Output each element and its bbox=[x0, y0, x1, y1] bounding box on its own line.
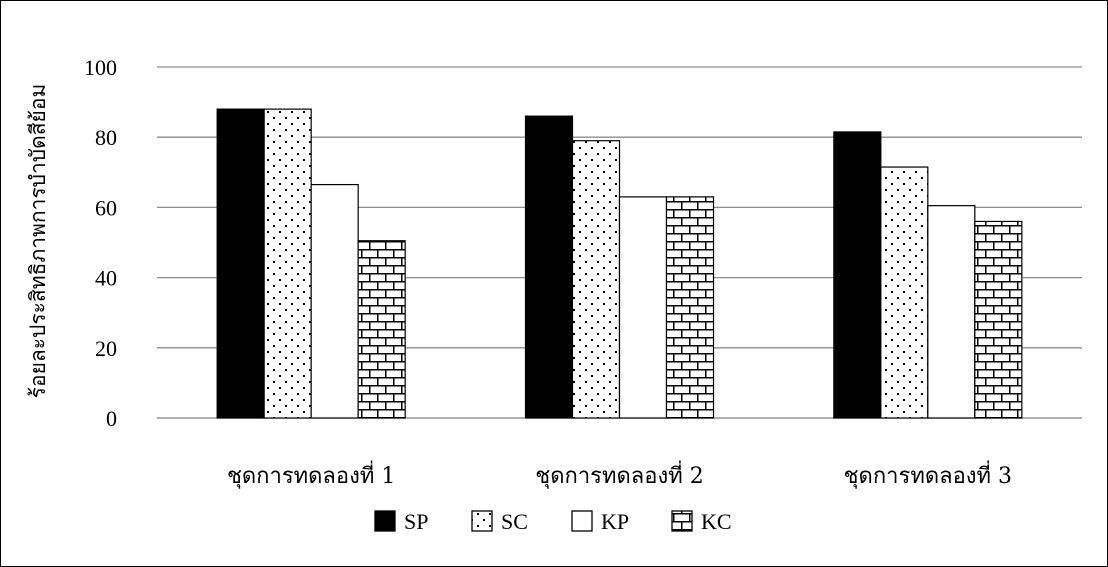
x-category-label: ชุดการทดลองที่ 1 bbox=[227, 460, 395, 489]
bars bbox=[216, 108, 1023, 419]
bar-sp-1 bbox=[216, 108, 265, 419]
legend-label-kp: KP bbox=[601, 509, 629, 534]
x-category-label: ชุดการทดลองที่ 3 bbox=[844, 460, 1012, 489]
legend-label-kc: KC bbox=[701, 509, 732, 534]
bar-sc-3 bbox=[880, 166, 929, 419]
legend: SP SC KP KC bbox=[374, 509, 732, 534]
legend-label-sp: SP bbox=[404, 509, 428, 534]
legend-label-sc: SC bbox=[501, 509, 528, 534]
y-axis-title: ร้อยละประสิทธิภาพการบำบัดสีย้อม bbox=[26, 84, 50, 399]
bar-kc-2 bbox=[665, 196, 715, 419]
y-tick-label: 20 bbox=[95, 336, 117, 361]
legend-swatch-kc bbox=[671, 510, 693, 532]
bar-kp-3 bbox=[927, 205, 976, 419]
bar-kc-3 bbox=[974, 220, 1023, 419]
bar-sc-1 bbox=[263, 108, 312, 419]
bar-sp-3 bbox=[833, 131, 882, 419]
legend-swatch-kp bbox=[571, 510, 593, 532]
y-axis-ticks: 0 20 40 60 80 100 bbox=[84, 55, 117, 431]
bar-sp-2 bbox=[524, 115, 574, 419]
bar-sc-2 bbox=[571, 140, 621, 419]
y-tick-label: 60 bbox=[95, 195, 117, 220]
y-tick-label: 0 bbox=[106, 406, 117, 431]
x-axis-categories: ชุดการทดลองที่ 1 ชุดการทดลองที่ 2 ชุดการทด… bbox=[227, 460, 1012, 489]
bar-kc-1 bbox=[357, 240, 406, 419]
y-tick-label: 40 bbox=[95, 266, 117, 291]
bar-kp-2 bbox=[618, 196, 668, 419]
x-category-label: ชุดการทดลองที่ 2 bbox=[535, 460, 703, 489]
bar-kp-1 bbox=[310, 183, 359, 419]
legend-swatch-sc bbox=[471, 510, 493, 532]
legend-swatch-sp bbox=[374, 510, 396, 532]
y-tick-label: 100 bbox=[84, 55, 117, 80]
y-tick-label: 80 bbox=[95, 125, 117, 150]
